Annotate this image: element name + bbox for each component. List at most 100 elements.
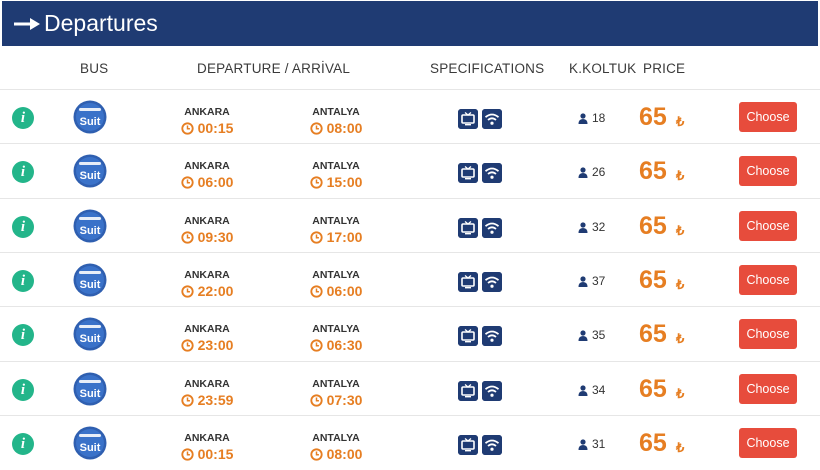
available-seats: 26	[578, 165, 605, 179]
seat-count: 37	[592, 274, 606, 288]
arrival-time-value: 17:00	[326, 229, 363, 245]
clock-icon	[180, 284, 194, 298]
choose-button[interactable]: Choose	[739, 319, 797, 349]
arrival-city: ANTALYA	[312, 378, 360, 390]
arrival-time-value: 06:00	[326, 283, 363, 299]
clock-icon	[309, 175, 323, 189]
bus-company-logo: Suit	[73, 372, 107, 406]
wifi-icon	[482, 218, 502, 238]
bus-company-logo: Suit	[73, 154, 107, 188]
arrival-city: ANTALYA	[312, 269, 360, 281]
arrival-time-value: 06:30	[326, 337, 363, 353]
currency-symbol: ₺	[676, 114, 685, 129]
departure-row: i Suit ANKARA 06:00 ANTALYA 15:00	[0, 143, 820, 198]
tv-icon	[458, 218, 478, 238]
bus-brand: Suit	[80, 279, 101, 291]
tv-icon	[458, 163, 478, 183]
arrival-city: ANTALYA	[312, 432, 360, 444]
tv-icon	[458, 109, 478, 129]
info-icon[interactable]: i	[12, 107, 34, 129]
departure-time: 06:00	[162, 174, 252, 190]
info-icon[interactable]: i	[12, 433, 34, 455]
departure-time-value: 00:15	[197, 446, 234, 462]
clock-icon	[180, 393, 194, 407]
bus-company-logo: Suit	[73, 209, 107, 243]
column-header-seats: K.KOLTUK	[569, 61, 637, 76]
choose-button[interactable]: Choose	[739, 374, 797, 404]
arrival-time-value: 08:00	[326, 120, 363, 136]
departure-city: ANKARA	[184, 215, 230, 227]
choose-button[interactable]: Choose	[739, 265, 797, 295]
info-icon[interactable]: i	[12, 216, 34, 238]
available-seats: 31	[578, 437, 605, 451]
departure-time: 23:00	[162, 337, 252, 353]
departure-city: ANKARA	[184, 432, 230, 444]
clock-icon	[309, 284, 323, 298]
available-seats: 32	[578, 220, 605, 234]
info-icon[interactable]: i	[12, 161, 34, 183]
tv-icon	[458, 272, 478, 292]
arrival-time: 15:00	[291, 174, 381, 190]
departure-time-value: 00:15	[197, 120, 234, 136]
bus-brand: Suit	[80, 442, 101, 454]
arrival-city: ANTALYA	[312, 106, 360, 118]
arrival-time: 17:00	[291, 229, 381, 245]
column-header-departure-arrival: DEPARTURE / ARRİVAL	[197, 61, 351, 76]
tv-icon	[458, 326, 478, 346]
departure-city: ANKARA	[184, 106, 230, 118]
currency-symbol: ₺	[676, 386, 685, 401]
wifi-icon	[482, 272, 502, 292]
departure-time-value: 22:00	[197, 283, 234, 299]
departure-row: i Suit ANKARA 22:00 ANTALYA 06:00	[0, 252, 820, 307]
currency-symbol: ₺	[676, 168, 685, 183]
departure-row: i Suit ANKARA 09:30 ANTALYA 17:00	[0, 198, 820, 253]
arrow-right-icon	[14, 17, 40, 30]
info-icon[interactable]: i	[12, 379, 34, 401]
clock-icon	[309, 393, 323, 407]
departure-time-value: 09:30	[197, 229, 234, 245]
bus-brand: Suit	[80, 333, 101, 345]
page-header: Departures	[2, 1, 818, 46]
info-icon[interactable]: i	[12, 270, 34, 292]
departure-time: 23:59	[162, 392, 252, 408]
choose-button[interactable]: Choose	[739, 102, 797, 132]
departure-time-value: 23:00	[197, 337, 234, 353]
wifi-icon	[482, 326, 502, 346]
seat-person-icon	[578, 329, 588, 341]
info-icon[interactable]: i	[12, 324, 34, 346]
price-value: 65	[639, 157, 667, 185]
departure-row: i Suit ANKARA 00:15 ANTALYA 08:00	[0, 89, 820, 144]
departure-city: ANKARA	[184, 269, 230, 281]
choose-button[interactable]: Choose	[739, 211, 797, 241]
seat-person-icon	[578, 221, 588, 233]
seat-count: 34	[592, 383, 606, 397]
column-header-specifications: SPECIFICATIONS	[430, 61, 545, 76]
seat-count: 26	[592, 165, 606, 179]
currency-symbol: ₺	[676, 331, 685, 346]
arrival-time: 08:00	[291, 446, 381, 462]
price-value: 65	[639, 375, 667, 403]
bus-brand: Suit	[80, 116, 101, 128]
price-value: 65	[639, 320, 667, 348]
column-header-bus: BUS	[80, 61, 109, 76]
currency-symbol: ₺	[676, 277, 685, 292]
arrival-time: 08:00	[291, 120, 381, 136]
seat-person-icon	[578, 112, 588, 124]
bus-company-logo: Suit	[73, 317, 107, 351]
arrival-city: ANTALYA	[312, 215, 360, 227]
available-seats: 35	[578, 328, 605, 342]
arrival-time: 06:30	[291, 337, 381, 353]
clock-icon	[180, 121, 194, 135]
choose-button[interactable]: Choose	[739, 428, 797, 458]
clock-icon	[309, 121, 323, 135]
wifi-icon	[482, 381, 502, 401]
currency-symbol: ₺	[676, 440, 685, 455]
departure-time: 00:15	[162, 446, 252, 462]
price-value: 65	[639, 429, 667, 457]
departure-row: i Suit ANKARA 00:15 ANTALYA 08:00	[0, 415, 820, 470]
arrival-city: ANTALYA	[312, 160, 360, 172]
clock-icon	[180, 175, 194, 189]
choose-button[interactable]: Choose	[739, 156, 797, 186]
departure-city: ANKARA	[184, 378, 230, 390]
clock-icon	[309, 338, 323, 352]
